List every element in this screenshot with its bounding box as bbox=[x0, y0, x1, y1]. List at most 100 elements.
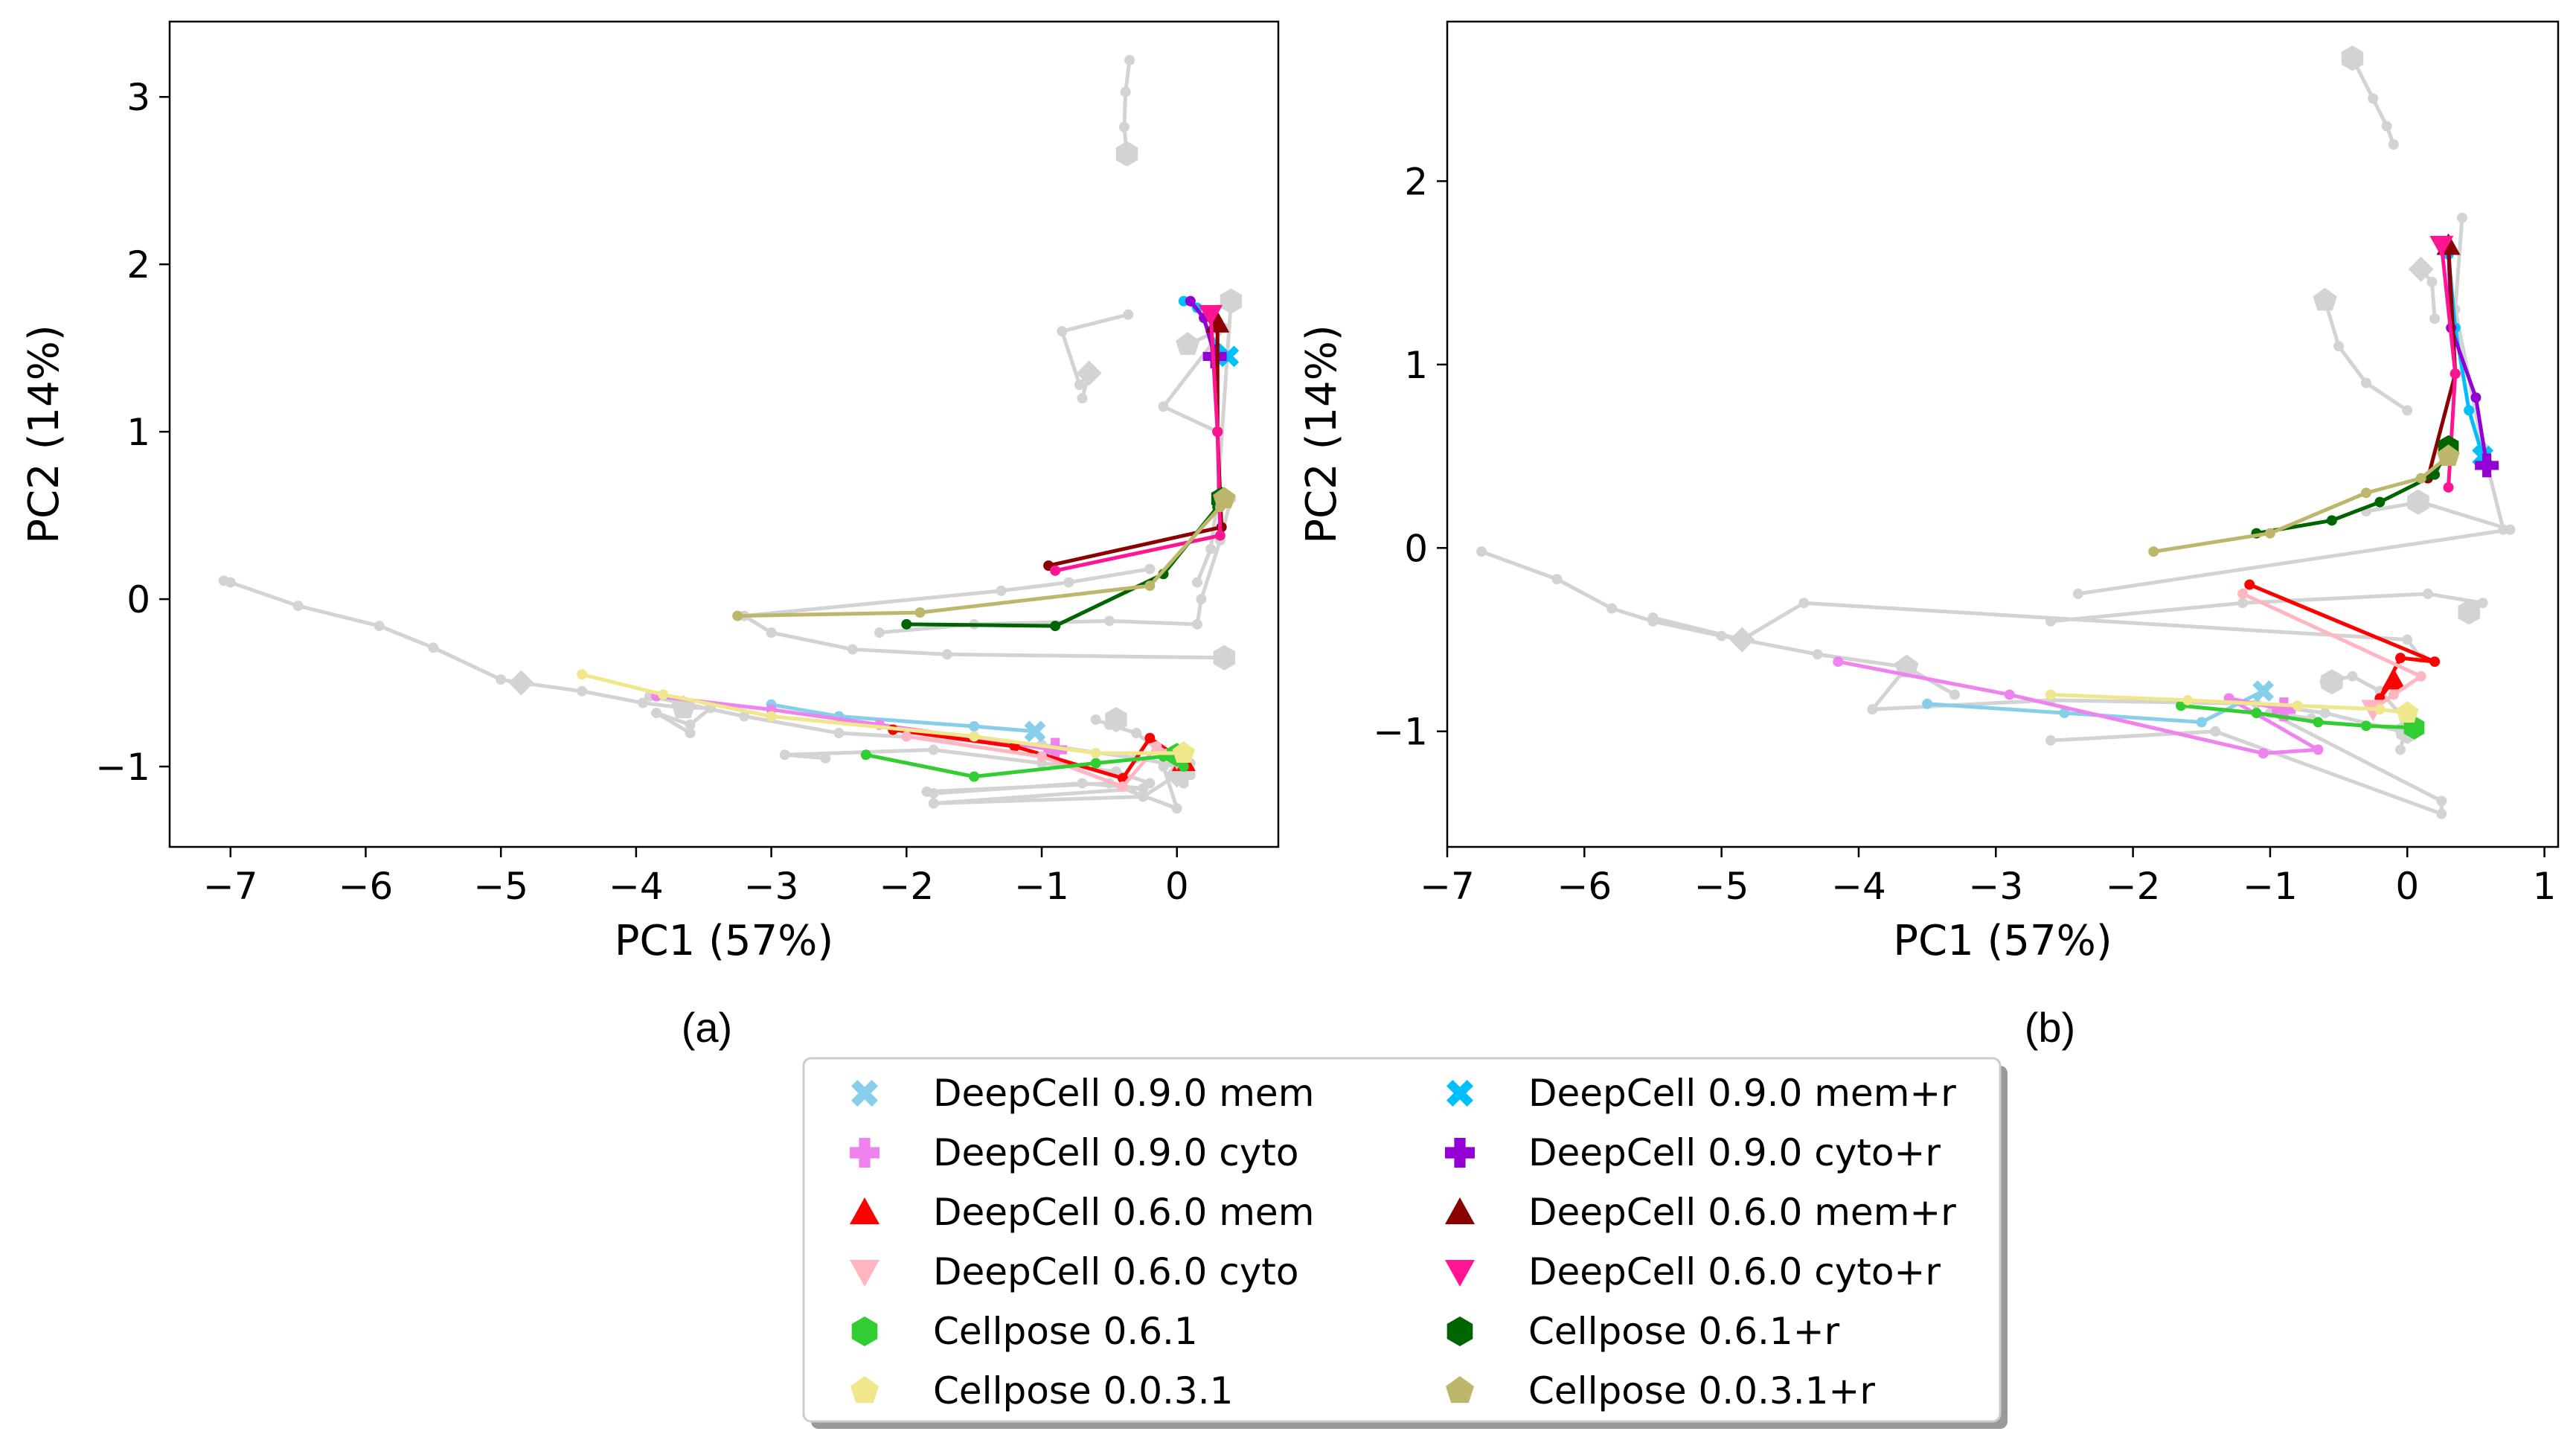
gray-point bbox=[1074, 380, 1085, 391]
legend-entry: DeepCell 0.6.0 cyto bbox=[850, 1250, 1299, 1293]
gray-endpoint-marker bbox=[1105, 707, 1127, 733]
triangle-up-icon bbox=[850, 1197, 880, 1224]
gray-endpoint-marker bbox=[2341, 45, 2364, 71]
series-end-marker bbox=[1217, 345, 1240, 368]
gray-trajectory bbox=[1122, 60, 1132, 154]
series-point bbox=[901, 731, 912, 742]
gray-point bbox=[1123, 309, 1134, 320]
gray-point bbox=[2210, 726, 2221, 737]
series-point bbox=[1090, 748, 1101, 759]
legend-entry: DeepCell 0.6.0 cyto+r bbox=[1445, 1250, 1941, 1293]
gray-point bbox=[2072, 588, 2083, 599]
gray-point bbox=[2388, 139, 2399, 150]
gray-point bbox=[2477, 598, 2488, 609]
gray-point bbox=[1124, 54, 1135, 65]
gray-point bbox=[1118, 121, 1130, 132]
series-point bbox=[2429, 469, 2441, 480]
triangle-up-icon bbox=[1445, 1197, 1475, 1224]
series-point bbox=[1037, 751, 1048, 762]
gray-point bbox=[1057, 326, 1068, 337]
gray-point bbox=[2368, 93, 2379, 104]
x-tick-label: −7 bbox=[203, 865, 258, 908]
gray-point bbox=[2360, 377, 2371, 388]
series-point bbox=[2415, 473, 2426, 484]
series-point bbox=[2292, 700, 2303, 711]
series-point bbox=[1922, 698, 1933, 709]
series-point bbox=[2004, 689, 2015, 700]
gray-point bbox=[1171, 803, 1182, 814]
gray-point bbox=[833, 728, 845, 739]
series-end-marker bbox=[2272, 697, 2296, 722]
x-tick-label: 0 bbox=[2395, 865, 2419, 908]
y-tick-label: 0 bbox=[1404, 527, 1428, 570]
gray-point bbox=[2436, 808, 2447, 819]
series-point bbox=[969, 771, 980, 782]
plot-area bbox=[1476, 45, 2516, 819]
series-point bbox=[2237, 588, 2249, 599]
gray-point bbox=[2402, 634, 2413, 645]
series-line bbox=[1926, 689, 2264, 724]
series-point bbox=[2258, 748, 2269, 759]
series-point bbox=[2196, 717, 2207, 728]
series-point bbox=[577, 669, 588, 680]
series-point bbox=[2264, 528, 2275, 539]
hexagon-icon bbox=[851, 1316, 878, 1346]
gray-point bbox=[2045, 735, 2057, 746]
gray-point bbox=[1138, 783, 1149, 794]
series-deepcell-0-6-0-cyto-r bbox=[1050, 304, 1225, 576]
gray-point bbox=[651, 708, 662, 719]
gray-endpoint-marker bbox=[1176, 332, 1200, 355]
gray-endpoint-marker bbox=[2321, 669, 2343, 695]
series-point bbox=[860, 749, 871, 761]
caption-a: (a) bbox=[682, 1004, 732, 1051]
y-tick-label: −1 bbox=[1373, 711, 1428, 754]
legend-entry: DeepCell 0.9.0 mem+r bbox=[1446, 1072, 1956, 1115]
legend-label: DeepCell 0.6.0 mem bbox=[933, 1191, 1314, 1234]
series-point bbox=[766, 711, 777, 722]
x-tick-label: −3 bbox=[1968, 865, 2023, 908]
gray-point bbox=[1158, 761, 1169, 772]
gray-point bbox=[1158, 401, 1169, 412]
series-point bbox=[732, 610, 743, 621]
series-point bbox=[2374, 704, 2386, 715]
legend-label: DeepCell 0.9.0 cyto+r bbox=[1528, 1131, 1941, 1174]
y-tick-label: 2 bbox=[126, 243, 150, 287]
gray-point bbox=[1144, 563, 1156, 575]
legend-entry: DeepCell 0.6.0 mem bbox=[850, 1191, 1314, 1234]
legend-label: Cellpose 0.6.1 bbox=[933, 1310, 1198, 1353]
x-tick-label: 1 bbox=[2533, 865, 2557, 908]
series-point bbox=[2059, 708, 2070, 719]
plus-icon bbox=[850, 1138, 880, 1168]
gray-point bbox=[1812, 649, 1823, 660]
plus-icon bbox=[1445, 1138, 1475, 1168]
series-deepcell-0-6-0-mem bbox=[2244, 579, 2441, 704]
legend-entry: DeepCell 0.9.0 cyto+r bbox=[1445, 1131, 1941, 1174]
series-point bbox=[2395, 653, 2406, 664]
triangle-down-icon bbox=[1445, 1260, 1475, 1287]
gray-point bbox=[1949, 689, 1960, 700]
y-tick-label: 1 bbox=[126, 411, 150, 454]
gray-point bbox=[1090, 714, 1101, 726]
legend-entry: DeepCell 0.9.0 cyto bbox=[850, 1131, 1299, 1174]
gray-endpoint-marker bbox=[508, 670, 534, 696]
gray-point bbox=[225, 577, 236, 588]
gray-point bbox=[1205, 543, 1217, 554]
x-tick-label: −3 bbox=[744, 865, 799, 908]
series-point bbox=[2470, 392, 2482, 403]
x-axis-label: PC1 (57%) bbox=[615, 917, 833, 965]
gray-trajectory bbox=[742, 567, 1225, 660]
legend-label: DeepCell 0.6.0 cyto bbox=[933, 1250, 1299, 1293]
series-point bbox=[2326, 515, 2337, 526]
x-tick-label: −4 bbox=[1831, 865, 1886, 908]
series-point bbox=[2313, 717, 2324, 728]
gray-point bbox=[2333, 341, 2345, 352]
gray-trajectory bbox=[2323, 299, 2409, 412]
gray-point bbox=[1191, 577, 1202, 588]
series-end-marker bbox=[2437, 444, 2460, 467]
gray-point bbox=[928, 798, 939, 809]
x-icon bbox=[851, 1080, 878, 1107]
gray-point bbox=[685, 719, 696, 730]
gray-point bbox=[2237, 598, 2249, 609]
gray-endpoint-marker bbox=[1115, 141, 1138, 167]
